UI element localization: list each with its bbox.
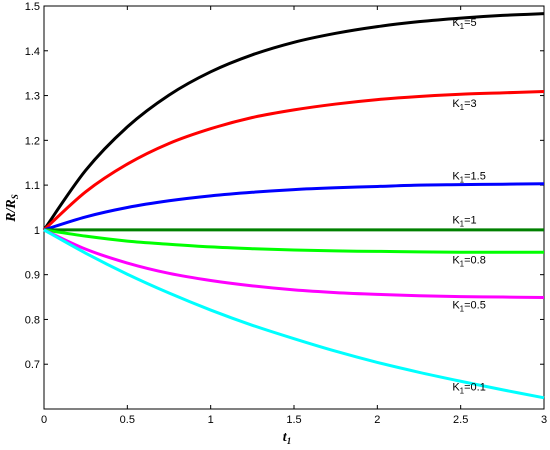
series-line-1 — [42, 90, 545, 231]
y-tick-label: 1.3 — [25, 91, 40, 103]
series-line-4 — [43, 228, 544, 254]
series-line-5 — [43, 228, 545, 299]
x-axis-ticks: 0 0.5 1 1.5 2 2.5 3 — [41, 6, 547, 426]
series-label-5: K1=0.5 — [452, 299, 486, 313]
plot-frame — [43, 5, 545, 410]
x-tick-label: 1.5 — [286, 414, 301, 426]
y-tick-label: 1 — [34, 225, 40, 237]
y-tick-label: 1.5 — [25, 1, 40, 13]
x-tick-label: 0 — [41, 414, 47, 426]
y-tick-label: 0.8 — [25, 314, 40, 326]
series-label-1: K1=3 — [452, 98, 476, 112]
y-tick-label: 1.1 — [25, 180, 40, 192]
series-labels: K1=5 K1=3 K1=1.5 K1=1 K1=0.8 K1=0.5 K1=0.1 — [452, 17, 486, 395]
series-label-0: K1=5 — [452, 17, 476, 31]
x-tick-label: 2.5 — [453, 414, 468, 426]
series-lines — [42, 12, 545, 400]
x-axis-label: t1 — [283, 430, 291, 446]
y-axis-label: R/RS — [4, 194, 20, 223]
series-line-2 — [43, 182, 545, 232]
series-label-3: K1=1 — [452, 215, 476, 229]
y-tick-label: 1.2 — [25, 135, 40, 147]
series-label-4: K1=0.8 — [452, 254, 486, 268]
series-line-0 — [42, 12, 545, 231]
x-tick-label: 3 — [541, 414, 547, 426]
x-tick-label: 1 — [208, 414, 214, 426]
y-axis-ticks: 0.7 0.8 0.9 1 1.1 1.2 1.3 1.4 1.5 — [25, 1, 544, 371]
series-line-6 — [43, 228, 545, 400]
x-tick-label: 2 — [374, 414, 380, 426]
y-tick-label: 0.7 — [25, 359, 40, 371]
y-tick-label: 0.9 — [25, 270, 40, 282]
y-tick-label: 1.4 — [25, 46, 40, 58]
series-label-6: K1=0.1 — [452, 382, 486, 396]
x-tick-label: 0.5 — [120, 414, 135, 426]
series-label-2: K1=1.5 — [452, 171, 486, 185]
